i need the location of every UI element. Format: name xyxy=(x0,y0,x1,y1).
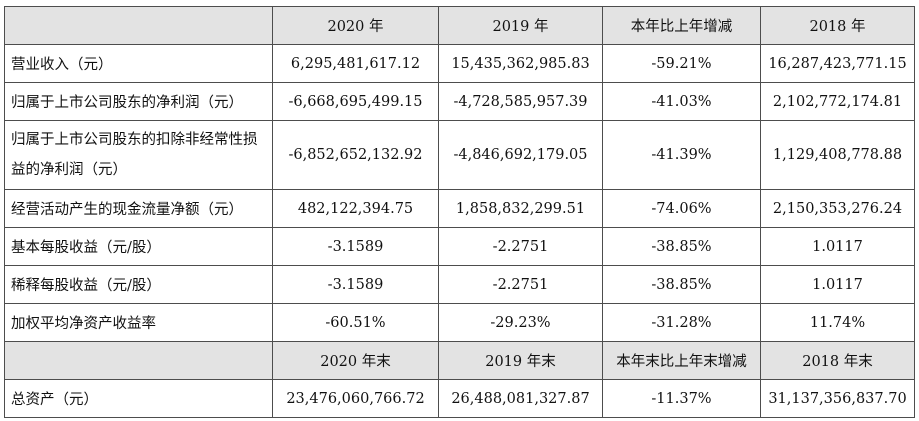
row-label: 营业收入（元） xyxy=(4,44,273,83)
table-header-row: 2020 年 2019 年 本年比上年增减 2018 年 xyxy=(4,6,915,45)
cell-value: 11.74% xyxy=(760,303,915,342)
header-corner-cell xyxy=(4,341,273,380)
financial-summary-table: 2020 年 2019 年 本年比上年增减 2018 年 营业收入（元） 6,2… xyxy=(4,6,915,418)
cell-value: 1.0117 xyxy=(760,227,915,266)
cell-value: -59.21% xyxy=(602,44,761,83)
cell-value: 2,150,353,276.24 xyxy=(760,189,915,228)
column-header-2020: 2020 年 xyxy=(272,6,439,45)
table-row: 经营活动产生的现金流量净额（元） 482,122,394.75 1,858,83… xyxy=(4,189,915,228)
cell-value: 1.0117 xyxy=(760,265,915,304)
cell-value: 482,122,394.75 xyxy=(272,189,439,228)
row-label: 稀释每股收益（元/股） xyxy=(4,265,273,304)
cell-value: -41.39% xyxy=(602,120,761,190)
cell-value: -3.1589 xyxy=(272,265,439,304)
cell-value: 16,287,423,771.15 xyxy=(760,44,915,83)
column-header-year-end-change: 本年末比上年末增减 xyxy=(602,341,761,380)
cell-value: -74.06% xyxy=(602,189,761,228)
table-row: 总资产（元） 23,476,060,766.72 26,488,081,327.… xyxy=(4,379,915,418)
row-label: 基本每股收益（元/股） xyxy=(4,227,273,266)
cell-value: -41.03% xyxy=(602,82,761,121)
column-header-2019-end: 2019 年末 xyxy=(438,341,603,380)
cell-value: -2.2751 xyxy=(438,265,603,304)
cell-value: -38.85% xyxy=(602,265,761,304)
row-label: 加权平均净资产收益率 xyxy=(4,303,273,342)
cell-value: -38.85% xyxy=(602,227,761,266)
cell-value: -6,668,695,499.15 xyxy=(272,82,439,121)
cell-value: -2.2751 xyxy=(438,227,603,266)
cell-value: -29.23% xyxy=(438,303,603,342)
cell-value: -60.51% xyxy=(272,303,439,342)
row-label: 归属于上市公司股东的扣除非经常性损益的净利润（元） xyxy=(4,120,273,190)
cell-value: 1,858,832,299.51 xyxy=(438,189,603,228)
cell-value: 23,476,060,766.72 xyxy=(272,379,439,418)
table-row: 稀释每股收益（元/股） -3.1589 -2.2751 -38.85% 1.01… xyxy=(4,265,915,304)
row-label: 归属于上市公司股东的净利润（元） xyxy=(4,82,273,121)
cell-value: 2,102,772,174.81 xyxy=(760,82,915,121)
column-header-2018-end: 2018 年末 xyxy=(760,341,915,380)
cell-value: -4,846,692,179.05 xyxy=(438,120,603,190)
cell-value: 1,129,408,778.88 xyxy=(760,120,915,190)
header-corner-cell xyxy=(4,6,273,45)
cell-value: -4,728,585,957.39 xyxy=(438,82,603,121)
cell-value: -31.28% xyxy=(602,303,761,342)
column-header-yoy-change: 本年比上年增减 xyxy=(602,6,761,45)
column-header-2020-end: 2020 年末 xyxy=(272,341,439,380)
cell-value: 31,137,356,837.70 xyxy=(760,379,915,418)
row-label: 总资产（元） xyxy=(4,379,273,418)
table-row: 归属于上市公司股东的净利润（元） -6,668,695,499.15 -4,72… xyxy=(4,82,915,121)
table-row: 营业收入（元） 6,295,481,617.12 15,435,362,985.… xyxy=(4,44,915,83)
cell-value: -3.1589 xyxy=(272,227,439,266)
cell-value: -6,852,652,132.92 xyxy=(272,120,439,190)
table-row: 加权平均净资产收益率 -60.51% -29.23% -31.28% 11.74… xyxy=(4,303,915,342)
cell-value: 6,295,481,617.12 xyxy=(272,44,439,83)
table-header-row: 2020 年末 2019 年末 本年末比上年末增减 2018 年末 xyxy=(4,341,915,380)
cell-value: 15,435,362,985.83 xyxy=(438,44,603,83)
table-row: 归属于上市公司股东的扣除非经常性损益的净利润（元） -6,852,652,132… xyxy=(4,120,915,190)
row-label: 经营活动产生的现金流量净额（元） xyxy=(4,189,273,228)
table-row: 基本每股收益（元/股） -3.1589 -2.2751 -38.85% 1.01… xyxy=(4,227,915,266)
cell-value: 26,488,081,327.87 xyxy=(438,379,603,418)
column-header-2019: 2019 年 xyxy=(438,6,603,45)
cell-value: -11.37% xyxy=(602,379,761,418)
column-header-2018: 2018 年 xyxy=(760,6,915,45)
